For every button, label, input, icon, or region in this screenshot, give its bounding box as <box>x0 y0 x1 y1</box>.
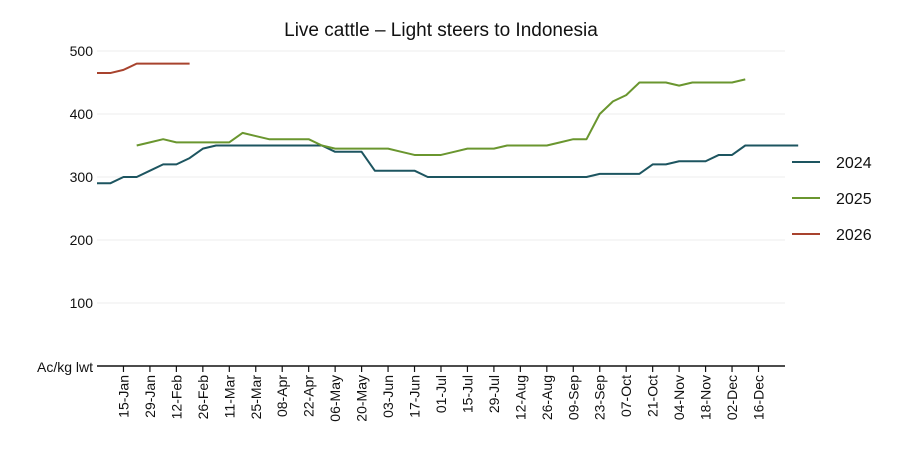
x-tick-label: 18-Nov <box>698 375 714 420</box>
legend-label-2026: 2026 <box>836 227 872 244</box>
legend-label-2025: 2025 <box>836 191 872 208</box>
legend: 2024 2025 2026 <box>792 155 872 244</box>
x-tick-label: 12-Aug <box>512 375 528 420</box>
x-tick-label: 03-Jun <box>380 375 396 418</box>
x-tick-label: 12-Feb <box>168 375 184 420</box>
x-tick-label: 20-May <box>354 375 370 422</box>
x-tick-label: 02-Dec <box>724 375 740 420</box>
x-tick-label: 16-Dec <box>751 375 767 420</box>
chart-title: Live cattle – Light steers to Indonesia <box>284 20 598 41</box>
x-tick-label: 06-May <box>327 375 343 422</box>
x-tick-label: 15-Jan <box>115 375 131 418</box>
x-tick-label: 15-Jul <box>459 375 475 413</box>
series-line-2025 <box>136 78 746 156</box>
x-tick-label: 22-Apr <box>301 375 317 417</box>
x-tick-label: 08-Apr <box>274 375 290 417</box>
x-tick-label: 29-Jan <box>142 375 158 418</box>
x-axis-ticks: 15-Jan 29-Jan 12-Feb 26-Feb 11-Mar 25-Mar 08-A… <box>115 366 767 422</box>
y-tick-label: 200 <box>70 232 94 248</box>
x-tick-label: 26-Aug <box>539 375 555 420</box>
x-tick-label: 09-Sep <box>565 375 581 420</box>
x-tick-label: 29-Jul <box>486 375 502 413</box>
x-tick-label: 07-Oct <box>618 375 634 417</box>
y-tick-label: 400 <box>70 106 94 122</box>
x-tick-label: 01-Jul <box>433 375 449 413</box>
y-tick-label: 500 <box>70 43 94 59</box>
x-tick-label: 25-Mar <box>248 375 264 420</box>
series-line-2024 <box>97 144 799 185</box>
x-tick-label: 21-Oct <box>645 375 661 417</box>
y-axis-ticks: 100 200 300 400 500 <box>70 43 94 311</box>
x-tick-label: 23-Sep <box>592 375 608 420</box>
x-tick-label: 26-Feb <box>195 375 211 420</box>
x-tick-label: 11-Mar <box>221 375 237 419</box>
y-axis-unit-label: Ac/kg lwt <box>37 359 93 375</box>
x-tick-label: 04-Nov <box>671 375 687 420</box>
y-tick-label: 100 <box>70 295 94 311</box>
x-tick-label: 17-Jun <box>407 375 423 418</box>
series-line-2026 <box>97 62 190 75</box>
series-lines <box>97 62 799 185</box>
y-tick-label: 300 <box>70 169 94 185</box>
legend-label-2024: 2024 <box>836 155 872 172</box>
